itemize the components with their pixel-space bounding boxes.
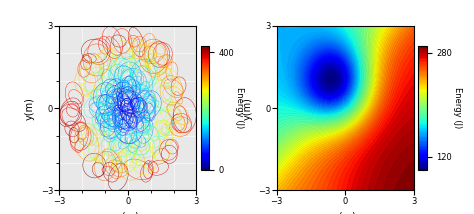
X-axis label: x(m): x(m): [117, 211, 139, 214]
Y-axis label: y(m): y(m): [243, 97, 253, 119]
Y-axis label: Energy (J): Energy (J): [236, 88, 245, 129]
Y-axis label: Energy (J): Energy (J): [453, 88, 462, 129]
Y-axis label: y(m): y(m): [25, 97, 35, 119]
X-axis label: x(m): x(m): [334, 211, 357, 214]
